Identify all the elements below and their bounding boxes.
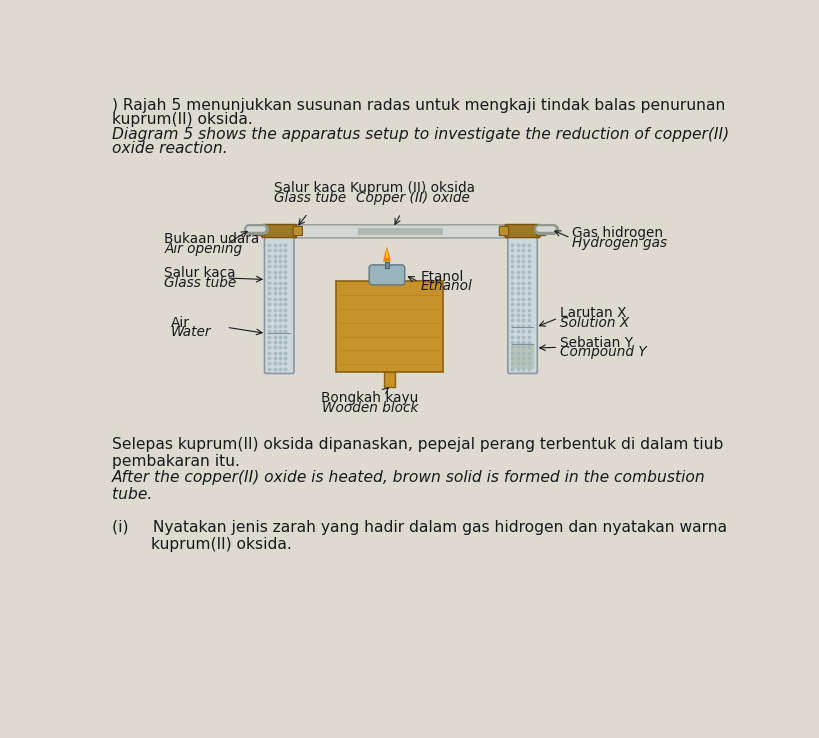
Text: Larutan X: Larutan X [559,306,626,320]
Text: kuprum(II) oksida.: kuprum(II) oksida. [111,537,292,552]
FancyBboxPatch shape [536,227,545,235]
Bar [384,262,389,268]
Text: Glass tube: Glass tube [165,275,237,289]
Text: Bukaan udara: Bukaan udara [165,232,260,246]
FancyBboxPatch shape [275,225,526,238]
Text: oxide reaction.: oxide reaction. [111,141,227,156]
Text: Salur kaca: Salur kaca [274,181,346,195]
Text: Hydrogen gas: Hydrogen gas [572,235,667,249]
FancyBboxPatch shape [261,224,296,238]
Bar [383,372,394,387]
FancyBboxPatch shape [293,227,302,235]
Text: Compound Y: Compound Y [559,345,645,359]
Text: pembakaran itu.: pembakaran itu. [111,454,239,469]
Text: Bongkah kayu: Bongkah kayu [321,391,418,405]
Text: Copper (II) oxide: Copper (II) oxide [355,191,468,205]
Text: Wooden block: Wooden block [321,401,418,415]
Text: Selepas kuprum(II) oksida dipanaskan, pepejal perang terbentuk di dalam tiub: Selepas kuprum(II) oksida dipanaskan, pe… [111,437,722,452]
FancyBboxPatch shape [256,227,265,235]
FancyBboxPatch shape [499,227,508,235]
Text: Ethanol: Ethanol [420,280,472,294]
Bar [335,281,442,372]
Text: ) Rajah 5 menunjukkan susunan radas untuk mengkaji tindak balas penurunan: ) Rajah 5 menunjukkan susunan radas untu… [111,98,724,113]
Polygon shape [385,248,388,258]
FancyBboxPatch shape [507,234,536,373]
FancyBboxPatch shape [265,234,293,373]
Polygon shape [382,246,391,262]
Text: Sebatian Y: Sebatian Y [559,336,632,350]
Text: Salur kaca: Salur kaca [165,266,236,280]
Text: kuprum(II) oksida.: kuprum(II) oksida. [111,111,252,127]
Text: Air: Air [170,316,189,330]
FancyBboxPatch shape [505,224,540,238]
Text: Solution X: Solution X [559,316,628,330]
FancyBboxPatch shape [369,265,405,285]
Text: Kuprum (II) oksida: Kuprum (II) oksida [350,181,474,195]
Text: Air opening: Air opening [165,242,242,256]
Text: After the copper(II) oxide is heated, brown solid is formed in the combustion: After the copper(II) oxide is heated, br… [111,471,704,486]
Text: Water: Water [170,325,211,339]
Text: tube.: tube. [111,487,152,503]
Text: Glass tube: Glass tube [274,191,346,205]
FancyBboxPatch shape [510,343,533,369]
Text: Gas hidrogen: Gas hidrogen [572,227,663,241]
Bar [358,228,443,235]
Text: Etanol: Etanol [420,270,463,284]
Text: (i)     Nyatakan jenis zarah yang hadir dalam gas hidrogen dan nyatakan warna: (i) Nyatakan jenis zarah yang hadir dala… [111,520,726,535]
Text: Diagram 5 shows the apparatus setup to investigate the reduction of copper(II): Diagram 5 shows the apparatus setup to i… [111,127,728,142]
